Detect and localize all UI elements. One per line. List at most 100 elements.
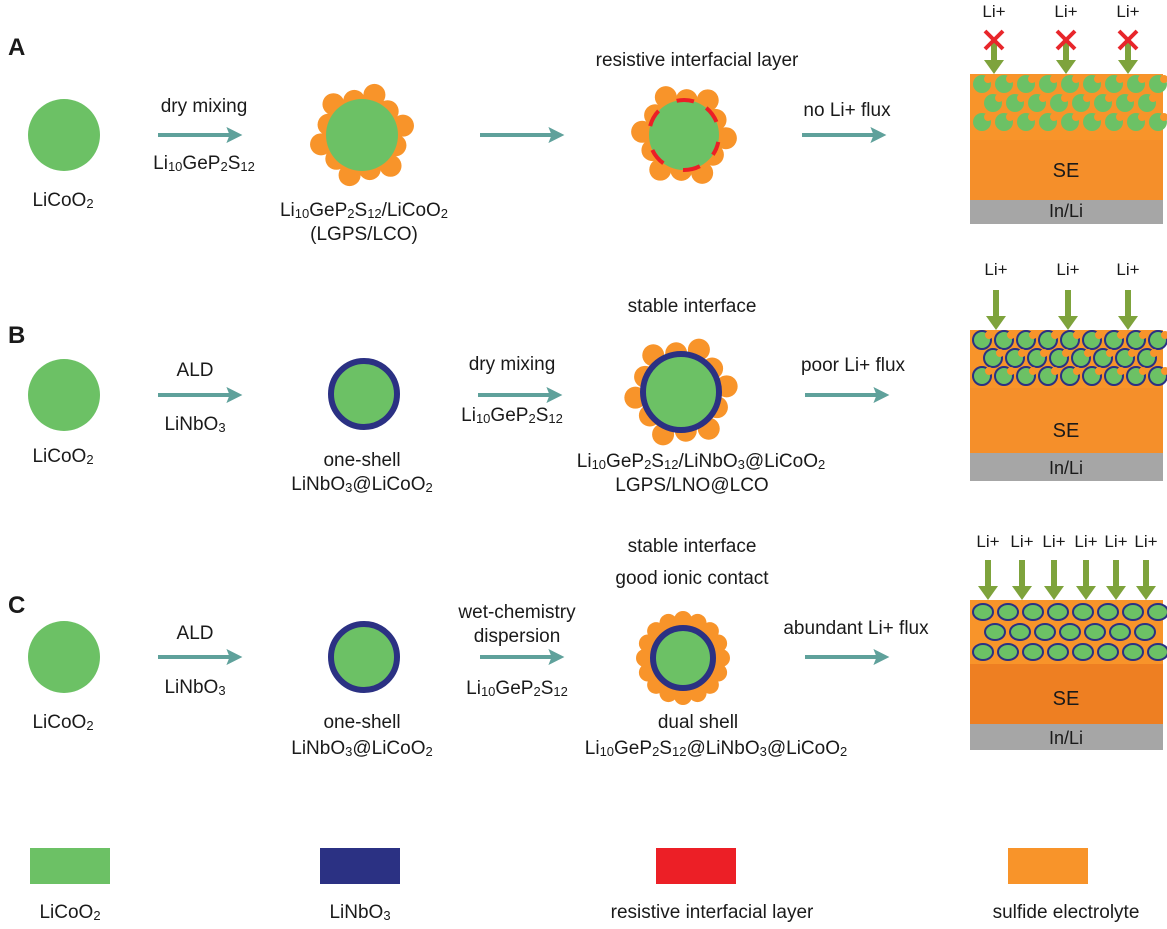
row-c-li-label: Li+ <box>1104 532 1128 551</box>
li-flux-arrow <box>1118 60 1138 74</box>
sulfide-blob <box>1051 331 1059 339</box>
row-b-intermediate-line2: LiNbO3@LiCoO2 <box>291 474 433 495</box>
sulfide-blob <box>1018 349 1026 357</box>
row-b-step1-bottom: LiNbO3 <box>164 414 226 435</box>
sulfide-blob <box>1050 75 1058 83</box>
row-b-li-label: Li+ <box>984 260 1008 279</box>
licoo2-particle <box>28 359 100 431</box>
legend-swatch-sulfide <box>1008 848 1088 884</box>
row-a-product-line2: (LGPS/LCO) <box>310 224 418 245</box>
sulfide-blob <box>1094 113 1102 121</box>
resistive-layer <box>711 141 721 156</box>
cathode-particle <box>984 623 1006 641</box>
row-b-step1-top: ALD <box>176 360 214 381</box>
sulfide-blob <box>1029 331 1037 339</box>
sulfide-blob <box>1073 331 1081 339</box>
legend-label-linbo3: LiNbO3 <box>329 902 391 923</box>
solid-electrolyte-layer <box>970 388 1163 453</box>
row-a-li-label: Li+ <box>1116 2 1140 21</box>
cathode-particle <box>1122 603 1144 621</box>
cathode-particle <box>1072 643 1094 661</box>
row-b-li-label: Li+ <box>1056 260 1080 279</box>
blocked-cross-icon <box>1117 29 1139 51</box>
row-b-li-label: Li+ <box>1116 260 1140 279</box>
sulfide-blob <box>1095 331 1103 339</box>
resistive-layer <box>682 164 701 172</box>
row-b-start-label: LiCoO2 <box>32 446 94 467</box>
licoo2-particle <box>326 99 398 171</box>
row-label-b: B <box>8 322 26 349</box>
solid-electrolyte-layer <box>970 140 1163 200</box>
cathode-particle <box>1072 603 1094 621</box>
li-flux-arrow <box>1012 586 1032 600</box>
sulfide-blob <box>1117 367 1125 375</box>
li-flux-arrow <box>1056 60 1076 74</box>
row-b-step2-top: dry mixing <box>468 354 556 375</box>
sulfide-blob <box>985 331 993 339</box>
sulfide-blob <box>1061 94 1069 102</box>
li-flux-arrow <box>1136 586 1156 600</box>
legend-swatch-linbo3 <box>320 848 400 884</box>
row-c-li-label: Li+ <box>976 532 1000 551</box>
sulfide-blob <box>1029 367 1037 375</box>
row-b-step2-bottom: Li10GeP2S12 <box>461 405 563 426</box>
sulfide-blob <box>1138 75 1146 83</box>
sulfide-blob <box>1095 367 1103 375</box>
row-a-se-label: SE <box>1052 160 1080 182</box>
row-c-step1-bottom: LiNbO3 <box>164 677 226 698</box>
sulfide-blob <box>1160 75 1167 83</box>
cathode-particle <box>1059 623 1081 641</box>
legend-label-sulfide: sulfide electrolyte <box>992 902 1140 923</box>
one-shell-particle <box>328 621 400 693</box>
row-c-li-label: Li+ <box>1074 532 1098 551</box>
anode-layer <box>970 453 1163 481</box>
row-label-a: A <box>8 34 26 61</box>
row-c-intermediate-line2: LiNbO3@LiCoO2 <box>291 738 433 759</box>
sulfide-blob <box>1073 367 1081 375</box>
sulfide-blob <box>1116 113 1124 121</box>
sulfide-blob <box>1117 331 1125 339</box>
row-b-product-line2: LGPS/LNO@LCO <box>615 475 769 496</box>
row-a-li-label: Li+ <box>1054 2 1078 21</box>
resistive-layer <box>648 109 661 127</box>
row-a-flux-label: no Li+ flux <box>803 100 891 121</box>
row-c-start-label: LiCoO2 <box>32 712 94 733</box>
licoo2-particle <box>28 621 100 693</box>
sulfide-blob <box>1017 94 1025 102</box>
li-flux-arrow <box>1058 316 1078 330</box>
row-a-interface-label: resistive interfacial layer <box>595 50 799 71</box>
sulfide-blob <box>1050 113 1058 121</box>
sulfide-blob <box>1139 331 1147 339</box>
li-flux-arrow <box>1076 586 1096 600</box>
sulfide-blob <box>631 120 654 143</box>
sulfide-blob <box>995 94 1003 102</box>
row-c-step1-top: ALD <box>176 623 214 644</box>
sulfide-blob <box>1094 75 1102 83</box>
sulfide-blob <box>1028 113 1036 121</box>
sulfide-blob <box>984 113 992 121</box>
row-c-product-line2: Li10GeP2S12@LiNbO3@LiCoO2 <box>584 738 848 759</box>
li-flux-arrow <box>1106 586 1126 600</box>
cathode-particle <box>1034 623 1056 641</box>
cathode-particle <box>1109 623 1131 641</box>
row-c-li-label: Li+ <box>1042 532 1066 551</box>
cathode-particle <box>1084 623 1106 641</box>
row-label-c: C <box>8 592 26 619</box>
sulfide-blob <box>1083 94 1091 102</box>
sulfide-blob <box>1139 367 1147 375</box>
row-a-li-label: Li+ <box>982 2 1006 21</box>
sulfide-blob <box>1150 349 1158 357</box>
sulfide-blob <box>1007 331 1015 339</box>
sulfide-blob <box>1084 349 1092 357</box>
licoo2-particle <box>649 100 719 170</box>
one-shell-particle <box>328 358 400 430</box>
sulfide-blob <box>1127 94 1135 102</box>
row-a-product-line1: Li10GeP2S12/LiCoO2 <box>279 200 449 221</box>
row-c-interface-label2: good ionic contact <box>615 568 769 589</box>
sulfide-blob <box>1051 367 1059 375</box>
resistive-layer <box>650 149 665 165</box>
row-b-se-label: SE <box>1052 420 1080 442</box>
sulfide-blob <box>996 349 1004 357</box>
legend-swatch-resistive <box>656 848 736 884</box>
